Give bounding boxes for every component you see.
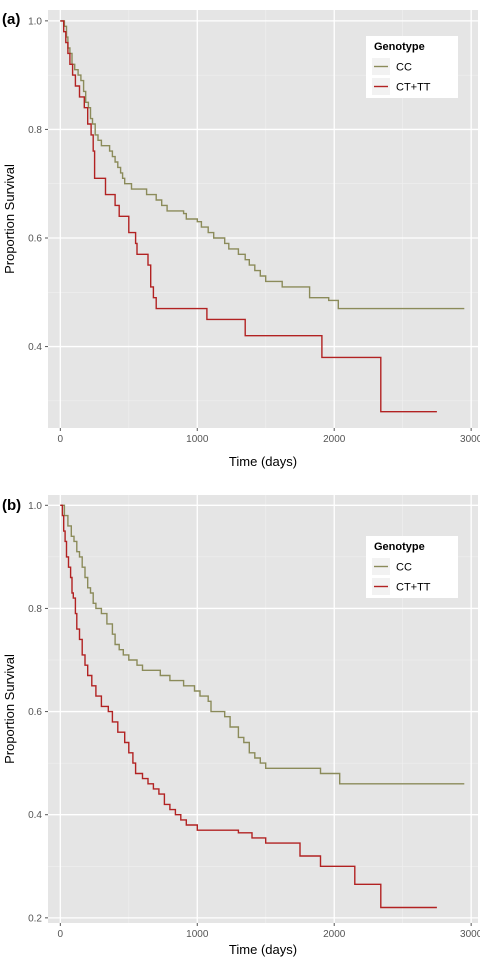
legend-label-ct-tt: CT+TT xyxy=(396,82,431,94)
chart-panel-a: (a) 0 1000 2000 3000 0.4 0.6 0.8 1.0 Time (days) P… xyxy=(2,10,480,469)
y-tick-label: 0.6 xyxy=(28,707,42,718)
y-tick-label: 0.2 xyxy=(28,913,42,924)
panel-label: (b) xyxy=(2,497,21,514)
y-tick-label: 1.0 xyxy=(28,501,42,512)
legend-label-ct-tt: CT+TT xyxy=(396,582,431,594)
legend: Genotype CC CT+TT xyxy=(366,536,458,598)
x-axis-title: Time (days) xyxy=(229,454,297,469)
x-tick-label: 3000 xyxy=(460,929,480,940)
x-tick-label: 2000 xyxy=(323,434,346,445)
legend: Genotype CC CT+TT xyxy=(366,36,458,98)
x-tick-label: 1000 xyxy=(186,929,209,940)
legend-label-cc: CC xyxy=(396,562,412,574)
y-axis-title: Proportion Survival xyxy=(2,164,17,274)
y-tick-label: 0.8 xyxy=(28,604,42,615)
y-tick-label: 0.4 xyxy=(28,342,42,353)
legend-label-cc: CC xyxy=(396,62,412,74)
x-tick-label: 0 xyxy=(58,434,64,445)
legend-title: Genotype xyxy=(374,541,425,553)
series-line-cc xyxy=(60,504,465,785)
x-tick-label: 0 xyxy=(58,929,64,940)
legend-title: Genotype xyxy=(374,41,425,53)
chart-panel-b: (b) 0 1000 2000 3000 0.2 0.4 0.6 0.8 1.0 Time (day… xyxy=(2,495,480,957)
y-tick-label: 1.0 xyxy=(28,16,42,27)
panel-label: (a) xyxy=(2,11,20,28)
x-tick-label: 3000 xyxy=(460,434,480,445)
y-axis-title: Proportion Survival xyxy=(2,654,17,764)
x-tick-label: 2000 xyxy=(323,929,346,940)
y-tick-label: 0.6 xyxy=(28,234,42,245)
x-axis-title: Time (days) xyxy=(229,942,297,957)
series-line-cc xyxy=(60,20,465,310)
x-tick-label: 1000 xyxy=(186,434,209,445)
y-tick-label: 0.4 xyxy=(28,810,42,821)
series-line-ct-tt xyxy=(60,20,437,413)
series-line-ct-tt xyxy=(60,504,437,909)
y-tick-label: 0.8 xyxy=(28,125,42,136)
